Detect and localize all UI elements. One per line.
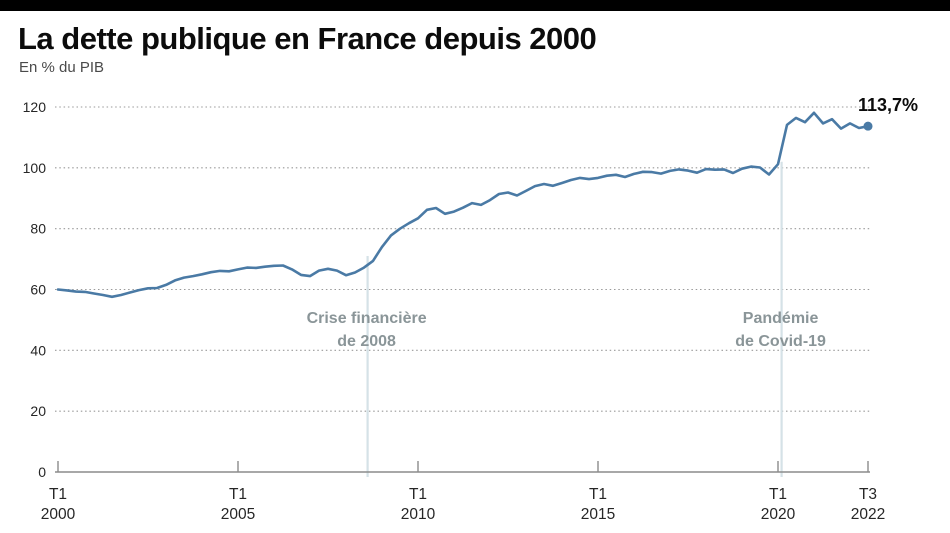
- x-label-year-2022: 2022: [851, 506, 885, 523]
- x-label-quarter-2000: T1: [49, 486, 67, 503]
- y-axis-label-20: 20: [30, 403, 46, 419]
- top-bar: [0, 0, 950, 11]
- x-label-year-2020: 2020: [761, 506, 796, 523]
- y-axis-label-60: 60: [30, 282, 46, 298]
- annotation-text-line2-0: de 2008: [337, 333, 396, 350]
- x-label-quarter-2020: T1: [769, 486, 787, 503]
- x-label-year-2005: 2005: [221, 506, 255, 523]
- annotation-text-line1-0: Crise financière: [307, 310, 427, 327]
- chart-title: La dette publique en France depuis 2000: [18, 21, 597, 56]
- x-label-quarter-2022: T3: [859, 486, 877, 503]
- latest-value-label: 113,7%: [858, 95, 918, 115]
- debt-line-series: [56, 111, 870, 299]
- y-axis-label-40: 40: [30, 342, 46, 358]
- x-label-quarter-2010: T1: [409, 486, 427, 503]
- annotation-text-line1-1: Pandémie: [743, 310, 819, 327]
- x-label-quarter-2005: T1: [229, 486, 247, 503]
- x-label-year-2010: 2010: [401, 506, 436, 523]
- y-axis-label-120: 120: [23, 99, 47, 115]
- y-axis-label-0: 0: [38, 464, 46, 480]
- x-label-year-2015: 2015: [581, 506, 615, 523]
- x-label-quarter-2015: T1: [589, 486, 607, 503]
- y-axis-label-80: 80: [30, 221, 46, 237]
- y-axis-label-100: 100: [23, 160, 47, 176]
- chart-subtitle: En % du PIB: [19, 59, 105, 76]
- x-label-year-2000: 2000: [41, 506, 76, 523]
- end-point-marker: [863, 121, 873, 131]
- annotation-text-line2-1: de Covid-19: [735, 333, 826, 350]
